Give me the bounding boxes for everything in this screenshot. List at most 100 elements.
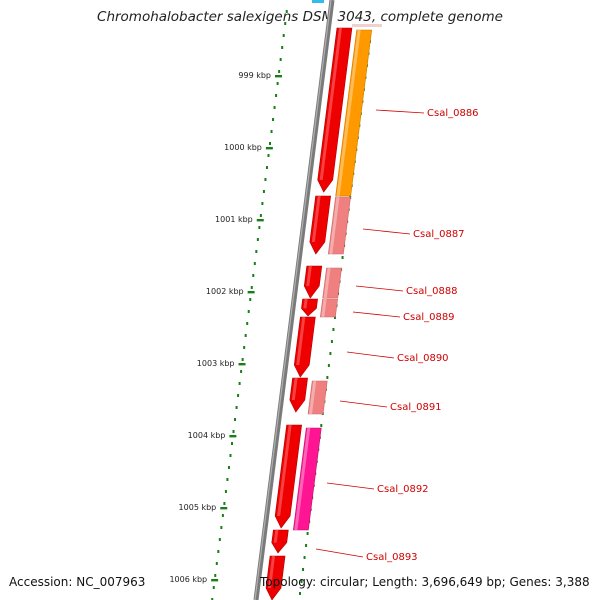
cds-highlight	[306, 266, 312, 286]
guide-dot	[249, 298, 252, 301]
ruler-tick-label: 1004 kbp	[188, 431, 226, 440]
guide-dot	[230, 442, 233, 445]
gene-label-csal_0891[interactable]: Csal_0891	[390, 402, 442, 413]
ruler-tick	[238, 363, 246, 366]
accession-text: Accession: NC_007963	[9, 575, 146, 589]
guide-dot	[224, 490, 227, 493]
guide-dot	[279, 58, 282, 61]
guide-dot	[258, 226, 261, 229]
guide-dot	[246, 322, 249, 325]
ruler-tick-label: 1001 kbp	[215, 215, 253, 224]
guide-dot	[327, 364, 330, 367]
guide-dot	[333, 316, 336, 319]
guide-dot	[305, 544, 308, 547]
guide-dot	[300, 580, 303, 583]
ruler-tick	[211, 579, 219, 582]
guide-dot	[235, 406, 238, 409]
ruler-tick	[275, 75, 282, 78]
guide-dot	[229, 454, 232, 457]
gene-label-csal_0889[interactable]: Csal_0889	[403, 312, 455, 323]
guide-dot	[227, 466, 230, 469]
guide-dot	[329, 352, 332, 355]
guide-dot	[303, 556, 306, 559]
cds-track	[265, 27, 353, 600]
cds-highlight	[319, 28, 342, 180]
guide-dot	[265, 166, 268, 169]
ruler-tick	[247, 291, 255, 294]
cds-highlight	[273, 530, 279, 543]
guide-dot	[320, 424, 323, 427]
gene-feature[interactable]	[319, 298, 338, 318]
guide-dot	[282, 34, 285, 37]
gene-label-csal_0890[interactable]: Csal_0890	[397, 353, 449, 364]
gene-highlight	[336, 30, 361, 196]
cds-arrow[interactable]	[293, 316, 316, 378]
guide-dot	[221, 514, 224, 517]
gene-feature[interactable]	[327, 196, 351, 255]
gene-feature[interactable]	[307, 380, 328, 415]
gene-feature[interactable]	[293, 427, 322, 531]
leader-line	[315, 548, 364, 558]
guide-dot	[281, 46, 284, 49]
guide-dot	[253, 262, 256, 265]
guide-dot	[270, 130, 273, 133]
guide-dot	[275, 94, 278, 97]
guide-dot	[269, 142, 272, 145]
guide-dot	[285, 10, 288, 13]
ruler-tick	[229, 435, 237, 438]
guide-dot	[237, 394, 240, 397]
gene-label-csal_0888[interactable]: Csal_0888	[406, 286, 458, 297]
cds-arrow[interactable]	[309, 195, 332, 255]
genome-backbone	[253, 0, 335, 600]
guide-dot	[241, 358, 244, 361]
cds-highlight	[296, 317, 306, 365]
guide-dot	[332, 328, 335, 331]
genome-summary-text: Topology: circular; Length: 3,696,649 bp…	[260, 575, 590, 589]
gene-label-csal_0893[interactable]: Csal_0893	[366, 552, 418, 563]
cds-highlight	[268, 556, 276, 588]
leader-line	[375, 109, 425, 114]
guide-dot	[220, 526, 223, 529]
guide-dot	[306, 532, 309, 535]
ruler-tick	[265, 147, 273, 150]
leader-line	[339, 400, 388, 408]
gene-highlight	[309, 381, 317, 414]
gene-label-csal_0887[interactable]: Csal_0887	[413, 229, 465, 240]
guide-dot	[341, 256, 344, 259]
guide-dot	[255, 250, 258, 253]
leader-line	[352, 311, 401, 318]
gene-label-csal_0886[interactable]: Csal_0886	[427, 108, 479, 119]
leader-line	[326, 482, 375, 490]
ruler-tick	[220, 507, 228, 510]
guide-dot	[243, 346, 246, 349]
gene-labels: Csal_0886 Csal_0887 Csal_0888 Csal_0889 Csal…	[315, 108, 479, 563]
guide-dot	[244, 334, 247, 337]
genome-title: Chromohalobacter salexigens DSM 3043, co…	[97, 9, 503, 25]
gene-label-csal_0892[interactable]: Csal_0892	[377, 484, 429, 495]
gene-feature[interactable]	[335, 29, 373, 197]
guide-dot	[238, 382, 241, 385]
guide-dot	[267, 154, 270, 157]
gene-feature[interactable]	[322, 267, 342, 299]
guide-dot	[214, 574, 217, 577]
guide-dot	[272, 118, 275, 121]
guide-dot	[330, 340, 333, 343]
guide-dot	[211, 598, 214, 600]
leader-line	[362, 228, 411, 235]
gene-highlight	[329, 197, 340, 254]
guide-dot	[240, 370, 243, 373]
cds-highlight	[311, 196, 321, 242]
guide-dot	[215, 562, 218, 565]
guide-dot	[302, 568, 305, 571]
ruler-tick-label: 1002 kbp	[206, 287, 244, 296]
guide-dot	[250, 286, 253, 289]
leader-line	[346, 351, 395, 359]
ruler-tick-label: 1006 kbp	[169, 575, 207, 584]
guide-dot	[264, 178, 267, 181]
guide-dot	[247, 310, 250, 313]
guide-dot	[232, 430, 235, 433]
guide-dot	[326, 376, 329, 379]
guide-dot	[262, 190, 265, 193]
ruler-tick-label: 999 kbp	[238, 71, 271, 80]
